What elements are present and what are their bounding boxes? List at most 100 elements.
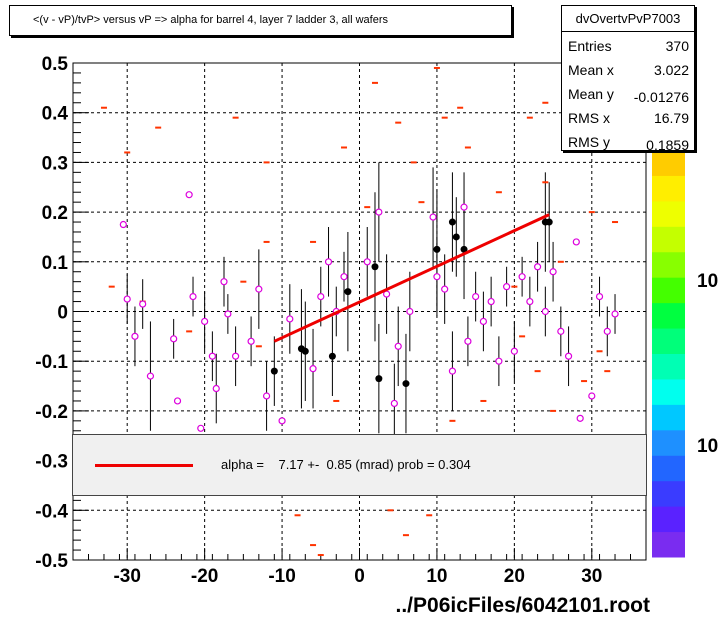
- open-marker: [139, 300, 147, 308]
- scatter-point: [310, 544, 317, 547]
- scatter-point: [449, 419, 456, 422]
- y-tick-label: 0.5: [42, 54, 69, 75]
- x-tick-label: -20: [191, 566, 218, 587]
- palette-label-upper: 10: [697, 271, 718, 292]
- scatter-point: [604, 370, 611, 373]
- scatter-point: [426, 514, 433, 517]
- x-tick-label: 0: [354, 566, 365, 587]
- scatter-point: [294, 514, 301, 517]
- scatter-point: [100, 106, 107, 109]
- stat-value: 370: [665, 38, 689, 54]
- error-bars: [126, 162, 616, 444]
- y-tick-label: -0.5: [35, 551, 68, 572]
- palette-label-lower: 10: [697, 436, 718, 457]
- open-marker: [208, 352, 216, 360]
- scatter-point: [550, 409, 557, 412]
- scatter-point: [333, 399, 340, 402]
- palette-band: [652, 429, 685, 456]
- stat-label: Mean y: [568, 86, 614, 102]
- stat-rms-x: RMS x 16.79: [562, 107, 694, 131]
- scatter-point: [596, 350, 603, 353]
- open-marker: [541, 307, 549, 316]
- palette-band: [652, 302, 685, 329]
- stats-name: dvOvertvPvP7003: [562, 6, 694, 32]
- y-tick-label: 0.3: [42, 153, 68, 174]
- open-marker: [189, 292, 197, 301]
- scatter-point: [542, 181, 549, 184]
- scatter-point: [612, 221, 619, 224]
- scatter-point: [263, 240, 270, 243]
- open-marker: [173, 397, 182, 405]
- palette-band: [652, 328, 685, 354]
- fit-legend: alpha = 7.17 +- 0.85 (mrad) prob = 0.304: [72, 434, 647, 496]
- open-marker: [448, 367, 457, 375]
- profile-point: [460, 245, 468, 253]
- open-marker: [375, 208, 383, 216]
- open-marker: [262, 392, 271, 400]
- profile-point: [344, 288, 352, 296]
- stat-value: -0.01276: [633, 89, 689, 105]
- stat-entries: Entries 370: [562, 35, 694, 59]
- stat-value: 16.79: [653, 110, 689, 126]
- scatter-point: [387, 509, 394, 512]
- scatter-point: [402, 534, 409, 537]
- stat-label: RMS x: [568, 110, 610, 126]
- palette-band: [652, 175, 685, 202]
- open-marker: [429, 213, 437, 221]
- open-marker: [390, 399, 398, 408]
- palette-band: [652, 226, 685, 253]
- open-marker: [503, 283, 511, 291]
- stat-label: Mean x: [568, 62, 614, 78]
- stats-box: dvOvertvPvP7003 Entries 370 Mean x 3.022…: [561, 5, 695, 153]
- scatter-point: [364, 206, 371, 209]
- x-tick-label: 20: [504, 566, 525, 587]
- open-marker: [526, 297, 534, 306]
- open-marker: [595, 292, 604, 301]
- open-marker: [363, 258, 371, 266]
- open-marker: [131, 332, 139, 340]
- open-marker-layer: [119, 191, 619, 432]
- open-marker: [394, 342, 402, 350]
- palette-band: [652, 506, 685, 533]
- y-tick-label: 0.1: [42, 253, 69, 274]
- palette-band: [652, 200, 685, 227]
- scatter-point: [557, 260, 564, 263]
- scatter-point: [495, 191, 502, 194]
- scatter-point: [186, 330, 193, 333]
- palette-band: [652, 150, 685, 176]
- open-marker: [472, 292, 480, 301]
- profile-layer: [270, 218, 553, 388]
- scatter-point: [511, 285, 518, 288]
- open-marker: [464, 337, 472, 345]
- profile-point: [448, 218, 456, 226]
- y-tick-label: 0.4: [42, 104, 69, 125]
- open-marker: [220, 278, 228, 286]
- profile-point: [301, 347, 309, 355]
- scatter-point: [526, 116, 533, 119]
- y-tick-label: 0.2: [42, 203, 68, 224]
- profile-point: [452, 233, 460, 241]
- scatter-point: [263, 161, 270, 164]
- palette-band: [652, 455, 685, 482]
- chart-title: <(v - vP)/tvP> versus vP => alpha for ba…: [33, 14, 389, 26]
- stat-label: Entries: [568, 38, 612, 54]
- scatter-point: [519, 335, 526, 338]
- open-marker: [441, 285, 449, 293]
- open-marker: [170, 335, 178, 343]
- open-marker: [212, 384, 220, 393]
- open-marker: [255, 285, 263, 293]
- scatter-point: [418, 201, 425, 204]
- profile-point: [433, 245, 441, 253]
- open-marker: [510, 347, 518, 355]
- scatter-point: [410, 161, 417, 164]
- scatter-point: [581, 380, 588, 383]
- fit-legend-line: [95, 464, 193, 467]
- palette-band: [652, 531, 685, 558]
- open-marker: [317, 292, 325, 301]
- open-marker: [549, 268, 557, 276]
- y-tick-labels: -0.5 -0.4 -0.3 -0.2 -0.1 0 0.1 0.2 0.3 0.4 0.5: [35, 54, 68, 572]
- open-marker: [201, 317, 209, 326]
- palette-band: [652, 378, 685, 405]
- open-marker: [123, 295, 131, 303]
